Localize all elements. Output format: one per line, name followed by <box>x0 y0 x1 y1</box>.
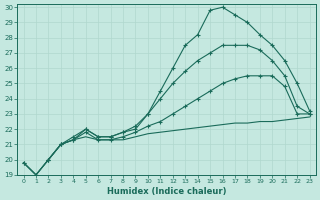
X-axis label: Humidex (Indice chaleur): Humidex (Indice chaleur) <box>107 187 226 196</box>
